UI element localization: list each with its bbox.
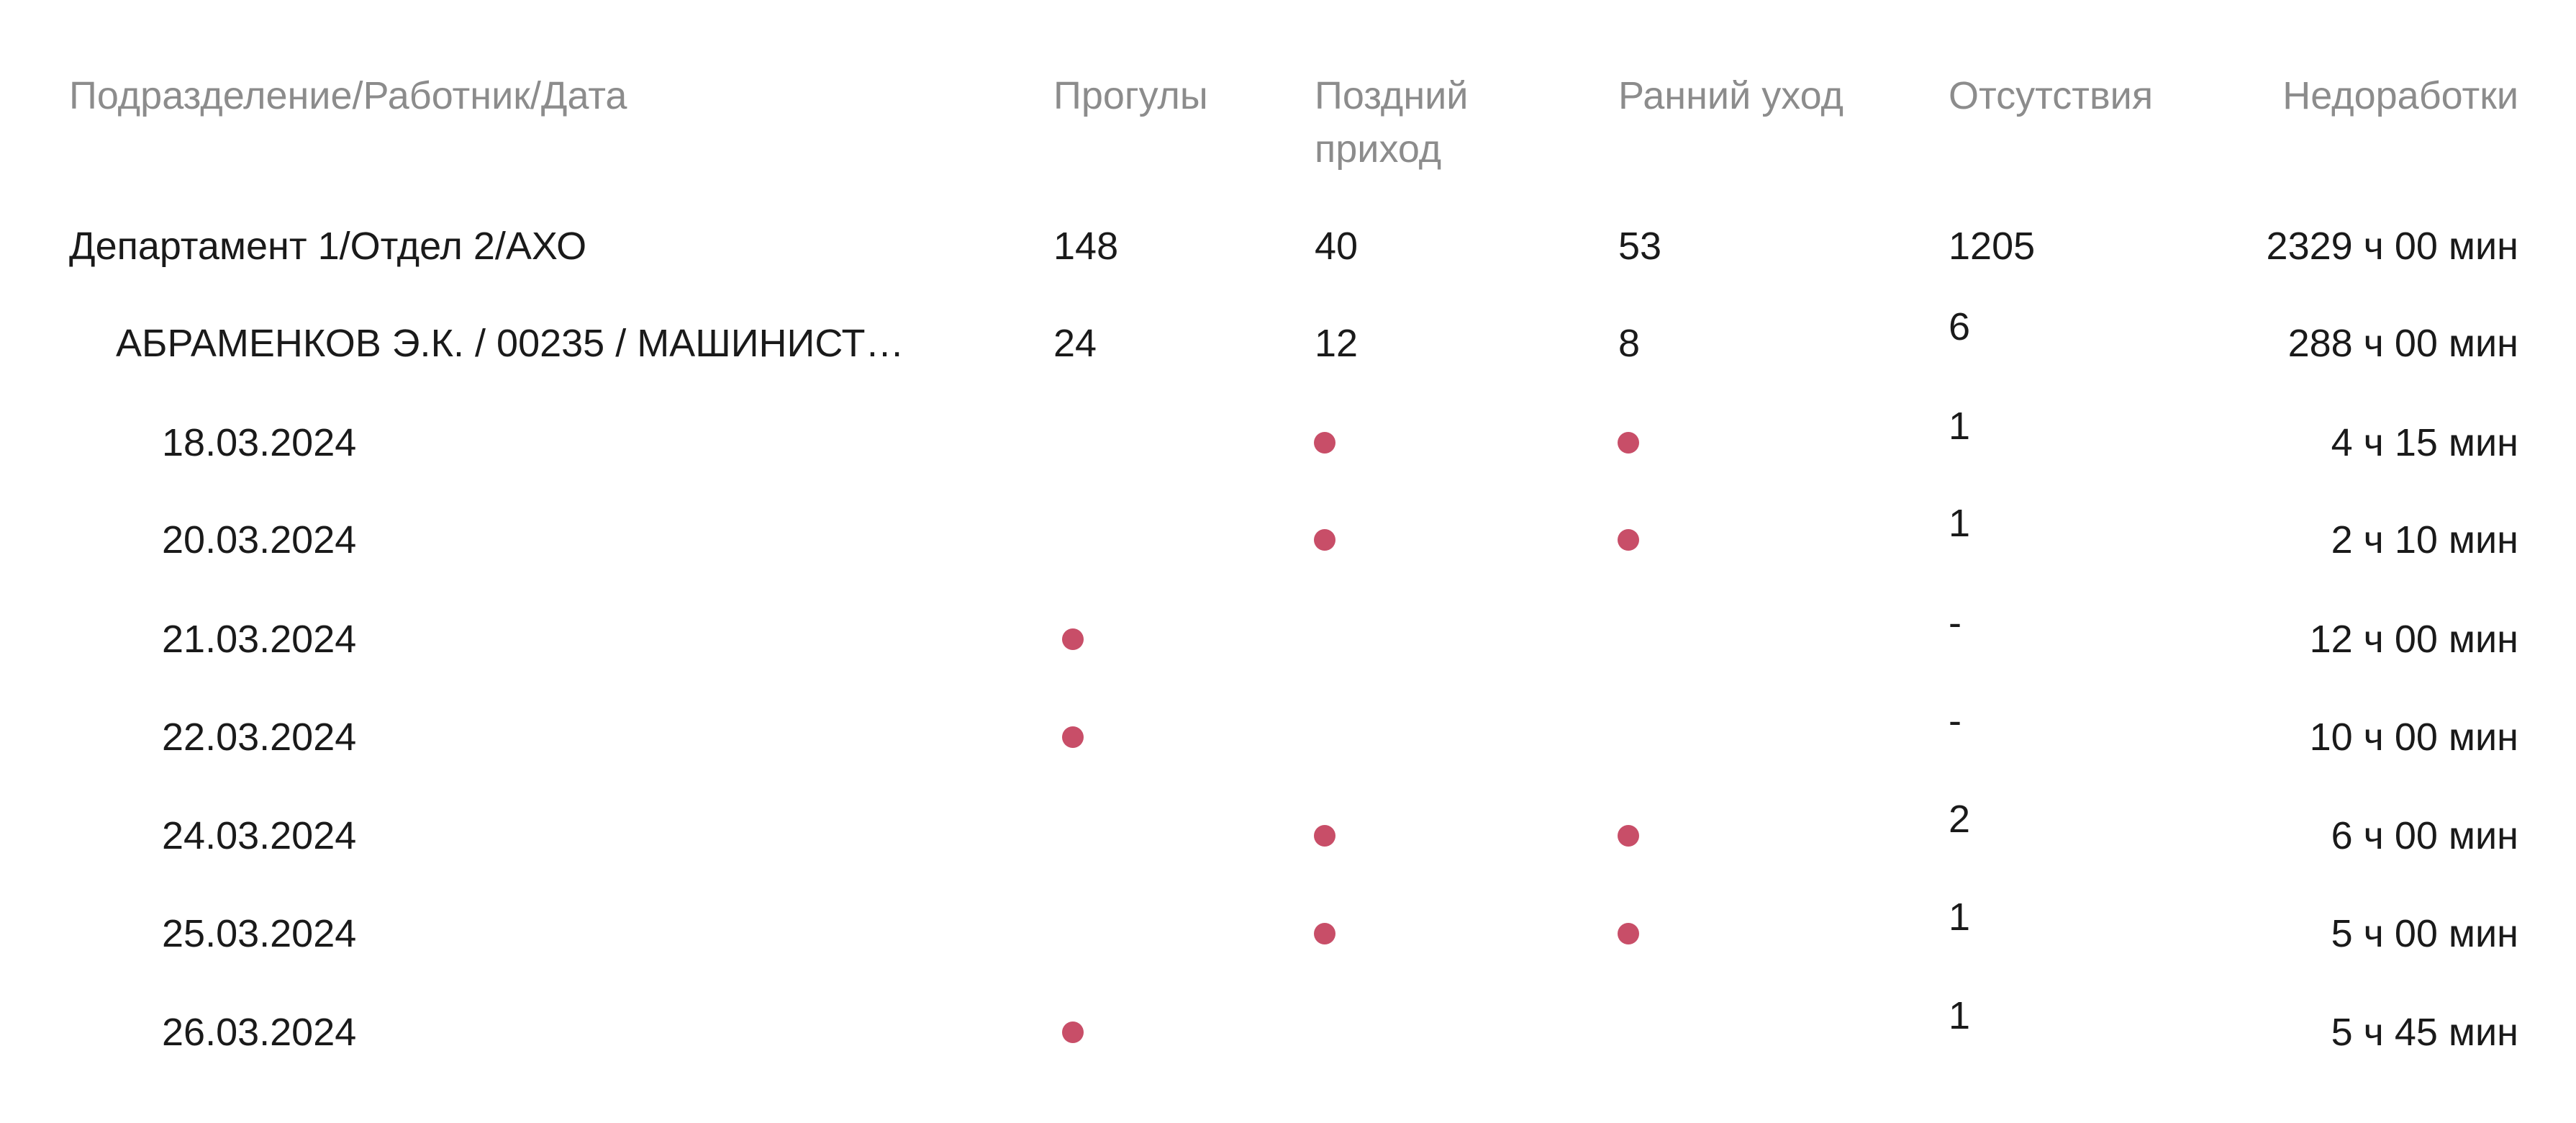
header-cell: Прогулы <box>1053 74 1208 117</box>
cell: 6 <box>1949 305 1971 348</box>
row-label: Департамент 1/Отдел 2/АХО <box>69 225 587 268</box>
row-label: 25.03.2024 <box>162 912 357 955</box>
flag-dot <box>1618 825 1639 847</box>
cell: 1 <box>1949 896 1971 939</box>
header-cell: Подразделение/Работник/Дата <box>69 74 627 117</box>
cell: 2 ч 10 мин <box>2331 518 2518 562</box>
flag-dot <box>1062 1021 1084 1043</box>
cell: 1 <box>1949 994 1971 1037</box>
cell: 288 ч 00 мин <box>2287 322 2518 365</box>
flag-dot <box>1618 529 1639 551</box>
cell: - <box>1949 699 1962 742</box>
row-label: 20.03.2024 <box>162 518 357 562</box>
flag-dot <box>1618 923 1639 944</box>
flag-dot <box>1314 825 1335 847</box>
cell: 12 ч 00 мин <box>2309 618 2518 661</box>
cell: 1 <box>1949 502 1971 545</box>
header-cell: Ранний уход <box>1618 74 1843 117</box>
flag-dot <box>1314 529 1335 551</box>
cell: 4 ч 15 мин <box>2331 421 2518 464</box>
flag-dot <box>1314 923 1335 944</box>
cell: 5 ч 00 мин <box>2331 912 2518 955</box>
cell: 12 <box>1315 322 1359 365</box>
flag-dot <box>1062 628 1084 650</box>
cell: - <box>1949 601 1962 644</box>
row-label: 21.03.2024 <box>162 618 357 661</box>
cell: 1205 <box>1949 225 2036 268</box>
cell: 1 <box>1949 405 1971 448</box>
header-cell: Отсутствия <box>1949 74 2154 117</box>
cell: 2329 ч 00 мин <box>2266 225 2518 268</box>
flag-dot <box>1618 432 1639 454</box>
cell: 8 <box>1618 322 1641 365</box>
cell: 10 ч 00 мин <box>2309 716 2518 759</box>
flag-dot <box>1314 432 1335 454</box>
cell: 5 ч 45 мин <box>2331 1011 2518 1054</box>
header-cell: Поздний приход <box>1315 74 1469 171</box>
cell: 24 <box>1053 322 1097 365</box>
cell: 148 <box>1053 225 1119 268</box>
cell: 6 ч 00 мин <box>2331 814 2518 857</box>
cell: 2 <box>1949 798 1971 841</box>
flag-dot <box>1062 726 1084 748</box>
row-label: 18.03.2024 <box>162 421 357 464</box>
row-label: АБРАМЕНКОВ Э.К. / 00235 / МАШИНИСТ… <box>116 322 904 365</box>
row-label: 24.03.2024 <box>162 814 357 857</box>
row-label: 22.03.2024 <box>162 716 357 759</box>
row-label: 26.03.2024 <box>162 1011 357 1054</box>
cell: 40 <box>1315 225 1359 268</box>
header-cell: Недоработки <box>2282 74 2518 117</box>
cell: 53 <box>1618 225 1662 268</box>
